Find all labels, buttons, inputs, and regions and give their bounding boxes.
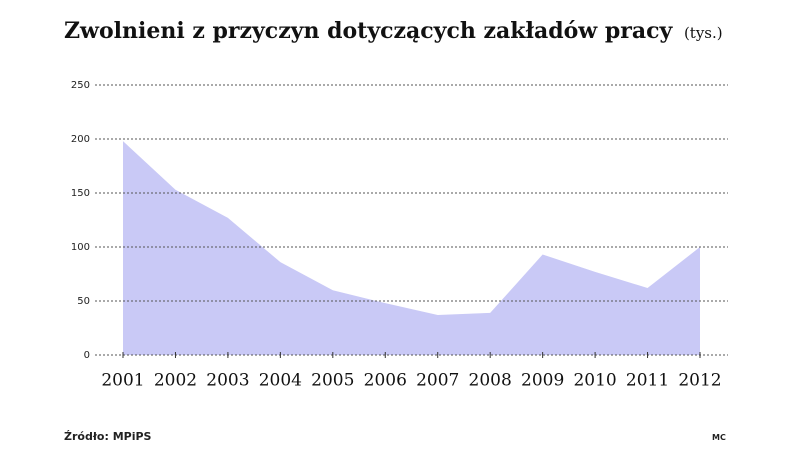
area bbox=[123, 141, 700, 355]
unit: (tys.) bbox=[684, 24, 723, 42]
y-tick-label: 50 bbox=[77, 296, 90, 307]
y-tick-label: 100 bbox=[71, 242, 90, 253]
y-tick-label: 200 bbox=[71, 134, 90, 145]
source: Źródło: MPiPS bbox=[64, 430, 152, 443]
x-tick-label: 2008 bbox=[469, 371, 512, 391]
x-tick-label: 2012 bbox=[678, 371, 721, 391]
x-tick-label: 2005 bbox=[311, 371, 354, 391]
x-tick-label: 2011 bbox=[626, 371, 669, 391]
x-tick-label: 2007 bbox=[416, 371, 459, 391]
x-tick-label: 2004 bbox=[259, 371, 302, 391]
x-tick-label: 2006 bbox=[364, 371, 407, 391]
x-tick-label: 2002 bbox=[154, 371, 197, 391]
x-tick-label: 2001 bbox=[101, 371, 144, 391]
x-tick-label: 2003 bbox=[206, 371, 249, 391]
x-tick-label: 2009 bbox=[521, 371, 564, 391]
title: Zwolnieni z przyczyn dotyczących zakładó… bbox=[64, 18, 673, 44]
y-tick-label: 250 bbox=[71, 80, 90, 91]
x-tick-label: 2010 bbox=[573, 371, 616, 391]
chart-title: Zwolnieni z przyczyn dotyczących zakładó… bbox=[64, 18, 723, 44]
y-tick-label: 150 bbox=[71, 188, 90, 199]
credit: MC bbox=[712, 433, 726, 442]
y-tick-label: 0 bbox=[84, 350, 90, 361]
